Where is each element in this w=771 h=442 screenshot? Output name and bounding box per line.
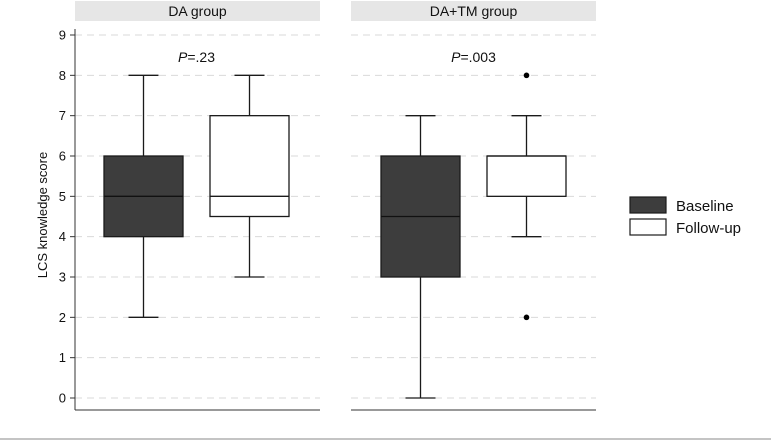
p-value: =.23 <box>187 49 215 65</box>
box-iqr <box>209 115 290 218</box>
y-tick-label: 3 <box>59 270 66 285</box>
box-layer <box>103 72 567 399</box>
legend-label: Baseline <box>676 198 734 215</box>
y-axis-title: LCS knowledge score <box>35 152 50 278</box>
panel-strip <box>351 1 596 21</box>
p-value-label: P=.003 <box>451 49 496 65</box>
p-value: =.003 <box>460 49 496 65</box>
legend: Baseline Follow-up <box>629 196 741 237</box>
p-value-label: P=.23 <box>178 49 215 65</box>
panel-strips: DA group DA+TM group <box>75 1 596 21</box>
panel-strip <box>75 1 320 21</box>
box-baseline <box>103 74 184 318</box>
annotations: P=.23 P=.003 <box>178 49 496 65</box>
y-tick-label: 9 <box>59 28 66 43</box>
y-tick-label: 0 <box>59 391 66 406</box>
legend-swatch <box>629 218 667 236</box>
y-tick-label: 8 <box>59 68 66 83</box>
box-baseline <box>380 115 461 399</box>
y-tick-label: 7 <box>59 108 66 123</box>
box-follow-up <box>209 74 290 278</box>
p-symbol: P <box>178 49 188 65</box>
box-follow-up <box>486 72 567 321</box>
legend-label: Follow-up <box>676 220 741 237</box>
legend-swatch <box>629 196 667 214</box>
axes: 0 1 2 3 4 5 6 7 8 9 <box>59 28 596 411</box>
y-tick-label: 2 <box>59 310 66 325</box>
panel-title: DA+TM group <box>430 3 518 19</box>
box-iqr <box>486 155 567 197</box>
y-tick-label: 6 <box>59 149 66 164</box>
outlier-point <box>523 314 530 321</box>
outlier-point <box>523 72 530 79</box>
panel-title: DA group <box>168 3 227 19</box>
y-tick-label: 5 <box>59 189 66 204</box>
y-tick-label: 4 <box>59 229 66 244</box>
y-tick-label: 1 <box>59 350 66 365</box>
p-symbol: P <box>451 49 461 65</box>
